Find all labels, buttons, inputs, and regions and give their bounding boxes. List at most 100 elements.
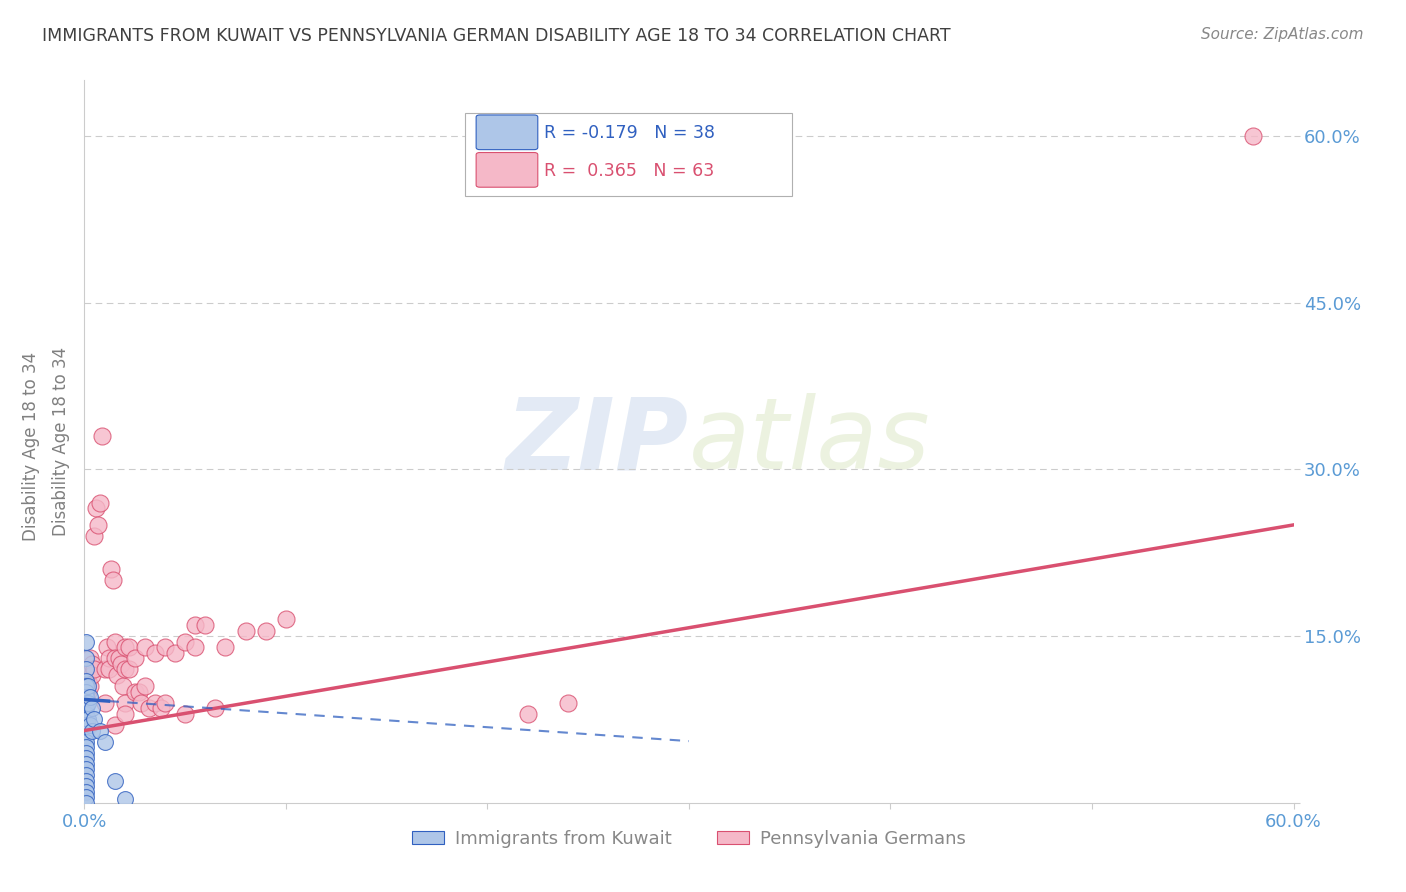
Point	[194, 618, 217, 632]
Point	[153, 696, 176, 710]
Point	[75, 634, 97, 648]
FancyBboxPatch shape	[477, 153, 538, 187]
Point	[104, 773, 127, 788]
Point	[83, 662, 105, 676]
Point	[83, 713, 105, 727]
Point	[214, 640, 236, 655]
Point	[89, 723, 111, 738]
Point	[75, 756, 97, 771]
Point	[111, 679, 134, 693]
Legend: Immigrants from Kuwait, Pennsylvania Germans: Immigrants from Kuwait, Pennsylvania Ger…	[405, 822, 973, 855]
Point	[174, 706, 197, 721]
Point	[134, 679, 156, 693]
Point	[104, 651, 127, 665]
Point	[128, 684, 150, 698]
Text: Disability Age 18 to 34: Disability Age 18 to 34	[22, 351, 39, 541]
Point	[82, 668, 104, 682]
Point	[114, 792, 136, 806]
Point	[75, 751, 97, 765]
Point	[93, 696, 115, 710]
Point	[79, 651, 101, 665]
Point	[138, 701, 160, 715]
Point	[104, 634, 127, 648]
Point	[77, 713, 100, 727]
Point	[87, 517, 110, 532]
Point	[1241, 128, 1264, 143]
Point	[75, 790, 97, 805]
Point	[79, 679, 101, 693]
Point	[96, 640, 118, 655]
Point	[82, 701, 104, 715]
Point	[104, 718, 127, 732]
Point	[107, 651, 129, 665]
Point	[97, 651, 120, 665]
Point	[77, 662, 100, 676]
Text: ZIP: ZIP	[506, 393, 689, 490]
Point	[86, 501, 108, 516]
Point	[75, 768, 97, 782]
Point	[97, 662, 120, 676]
Point	[114, 696, 136, 710]
Point	[75, 779, 97, 793]
Point	[184, 618, 207, 632]
Point	[118, 640, 141, 655]
Point	[114, 640, 136, 655]
Point	[75, 673, 97, 688]
Point	[174, 634, 197, 648]
Point	[75, 706, 97, 721]
Point	[77, 696, 100, 710]
Text: Source: ZipAtlas.com: Source: ZipAtlas.com	[1201, 27, 1364, 42]
Point	[83, 529, 105, 543]
Point	[75, 796, 97, 810]
Point	[118, 662, 141, 676]
Point	[75, 668, 97, 682]
Text: atlas: atlas	[689, 393, 931, 490]
Point	[75, 696, 97, 710]
Point	[184, 640, 207, 655]
Point	[77, 679, 100, 693]
Point	[75, 690, 97, 705]
Point	[114, 662, 136, 676]
FancyBboxPatch shape	[477, 115, 538, 150]
Point	[516, 706, 538, 721]
Point	[75, 690, 97, 705]
Point	[75, 746, 97, 760]
Text: R = -0.179   N = 38: R = -0.179 N = 38	[544, 124, 714, 142]
FancyBboxPatch shape	[465, 112, 792, 196]
Point	[274, 612, 297, 626]
Point	[110, 657, 132, 671]
Point	[75, 773, 97, 788]
Point	[91, 429, 114, 443]
Point	[75, 729, 97, 743]
Point	[75, 713, 97, 727]
Point	[557, 696, 579, 710]
Point	[101, 574, 124, 588]
Point	[143, 646, 166, 660]
Point	[82, 723, 104, 738]
Point	[75, 651, 97, 665]
Point	[165, 646, 187, 660]
Point	[129, 696, 152, 710]
Point	[93, 662, 115, 676]
Point	[75, 684, 97, 698]
Point	[75, 701, 97, 715]
Point	[114, 706, 136, 721]
Point	[75, 679, 97, 693]
Point	[79, 662, 101, 676]
Point	[75, 662, 97, 676]
Point	[75, 723, 97, 738]
Point	[100, 562, 122, 576]
Point	[124, 651, 146, 665]
Point	[75, 740, 97, 755]
Point	[75, 684, 97, 698]
Point	[82, 657, 104, 671]
Point	[77, 673, 100, 688]
Point	[235, 624, 257, 638]
Point	[75, 734, 97, 748]
Point	[79, 718, 101, 732]
Point	[75, 718, 97, 732]
Point	[204, 701, 226, 715]
Point	[124, 684, 146, 698]
Point	[77, 684, 100, 698]
Text: IMMIGRANTS FROM KUWAIT VS PENNSYLVANIA GERMAN DISABILITY AGE 18 TO 34 CORRELATIO: IMMIGRANTS FROM KUWAIT VS PENNSYLVANIA G…	[42, 27, 950, 45]
